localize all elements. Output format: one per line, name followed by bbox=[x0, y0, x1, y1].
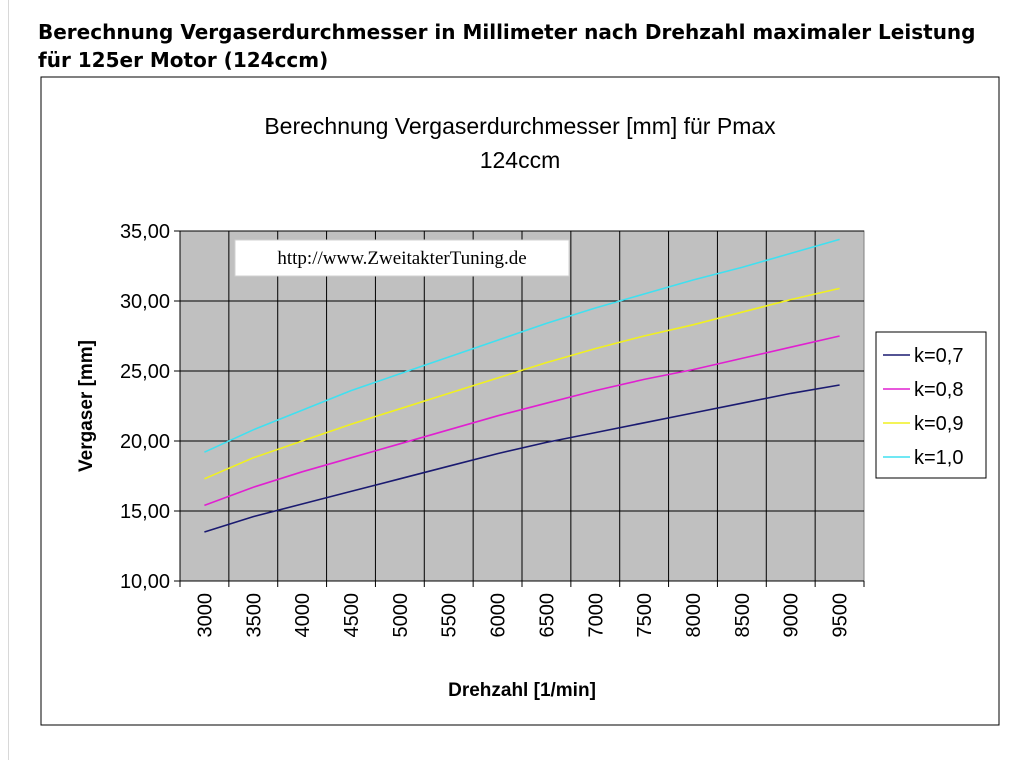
legend-label-k-0-7: k=0,7 bbox=[914, 345, 963, 367]
y-tick-label: 25,00 bbox=[120, 361, 170, 383]
x-tick-label: 8500 bbox=[732, 593, 754, 638]
series-line-k-0-7 bbox=[204, 384, 840, 533]
x-axis-label: Drehzahl [1/min] bbox=[448, 680, 596, 701]
y-tick-label: 35,00 bbox=[120, 221, 170, 243]
y-tick-label: 20,00 bbox=[120, 431, 170, 453]
x-tick-label: 6500 bbox=[536, 593, 558, 638]
chart-title-line-1: Berechnung Vergaserdurchmesser [mm] für … bbox=[264, 113, 776, 139]
x-tick-label: 9000 bbox=[781, 593, 803, 638]
x-tick-label: 4000 bbox=[292, 593, 314, 638]
series-line-k-0-9 bbox=[204, 287, 840, 480]
axis-layer: 10,00 15,00 20,00 25,00 30,00 35,00 3000 3500 40… bbox=[120, 221, 865, 638]
x-tick-label: 6000 bbox=[488, 593, 510, 638]
x-tick-label: 8000 bbox=[683, 593, 705, 638]
y-axis-label: Vergaser [mm] bbox=[76, 340, 97, 472]
x-tick-label: 3000 bbox=[194, 593, 216, 638]
series-line-k-0-8 bbox=[204, 335, 840, 507]
watermark-box bbox=[234, 239, 570, 277]
chart-title-line-2: 124ccm bbox=[480, 147, 561, 173]
legend-label-k-1-0: k=1,0 bbox=[914, 447, 963, 469]
page-heading: Berechnung Vergaserdurchmesser in Millim… bbox=[38, 20, 976, 72]
watermark-text: http://www.ZweitakterTuning.de bbox=[277, 248, 526, 269]
left-border-rule bbox=[8, 0, 9, 760]
y-tick-label: 15,00 bbox=[120, 501, 170, 523]
x-tick-label: 4500 bbox=[341, 593, 363, 638]
x-tick-label: 3500 bbox=[243, 593, 265, 638]
x-tick-label: 7000 bbox=[585, 593, 607, 638]
legend-layer: k=0,7 k=0,8 k=0,9 k=1,0 bbox=[883, 345, 963, 469]
x-tick-label: 5000 bbox=[390, 593, 412, 638]
chart: Berechnung Vergaserdurchmesser [mm] für … bbox=[40, 76, 1000, 726]
series-layer bbox=[204, 238, 840, 533]
x-tick-label: 7500 bbox=[634, 593, 656, 638]
legend-label-k-0-8: k=0,8 bbox=[914, 379, 963, 401]
series-line-k-1-0 bbox=[204, 238, 840, 453]
y-tick-label: 10,00 bbox=[120, 571, 170, 593]
legend-box bbox=[875, 331, 987, 479]
x-tick-label: 5500 bbox=[439, 593, 461, 638]
x-tick-label: 9500 bbox=[830, 593, 852, 638]
y-tick-label: 30,00 bbox=[120, 291, 170, 313]
legend-label-k-0-9: k=0,9 bbox=[914, 413, 963, 435]
